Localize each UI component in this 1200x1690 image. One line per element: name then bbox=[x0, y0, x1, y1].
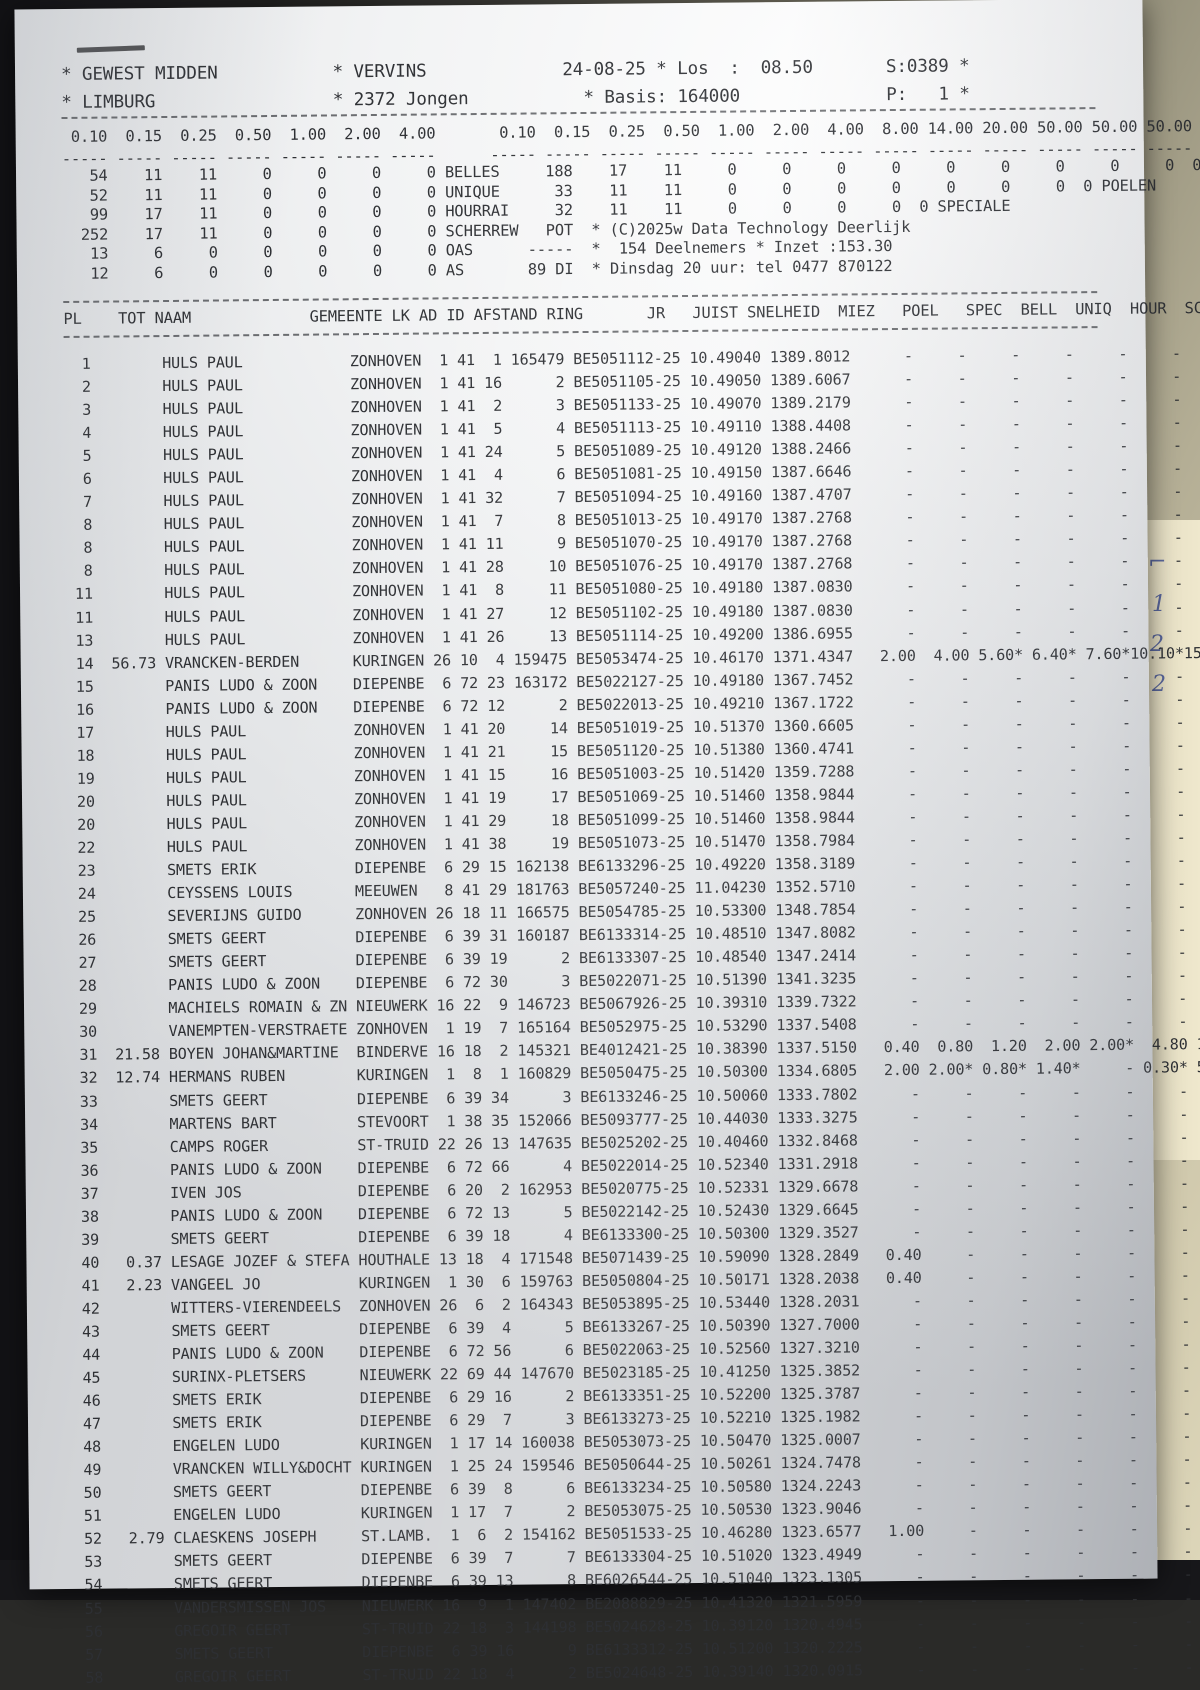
results-table-body: 1 HULS PAUL ZONHOVEN 1 41 1 165479 BE505… bbox=[64, 340, 1200, 1689]
sheet-header: * GEWEST MIDDEN * VERVINS 24-08-25 * Los… bbox=[61, 52, 970, 117]
printed-result-sheet: * GEWEST MIDDEN * VERVINS 24-08-25 * Los… bbox=[14, 0, 1157, 1589]
column-header-text: PL TOT NAAM GEMEENTE LK AD ID AFSTAND RI… bbox=[63, 299, 1200, 327]
header-text: * GEWEST MIDDEN * VERVINS 24-08-25 * Los… bbox=[61, 52, 970, 117]
pool-summary-block: 54 11 11 0 0 0 0 BELLES 188 17 11 0 0 0 … bbox=[62, 155, 1200, 284]
table-header-divider bbox=[64, 326, 1098, 338]
table-column-headers: PL TOT NAAM GEMEENTE LK AD ID AFSTAND RI… bbox=[63, 299, 1200, 327]
pool-summary-text: 54 11 11 0 0 0 0 BELLES 188 17 11 0 0 0 … bbox=[62, 155, 1200, 284]
printout-text-layer: * GEWEST MIDDEN * VERVINS 24-08-25 * Los… bbox=[14, 0, 1157, 1589]
results-rows-text: 1 HULS PAUL ZONHOVEN 1 41 1 165479 BE505… bbox=[64, 340, 1200, 1689]
